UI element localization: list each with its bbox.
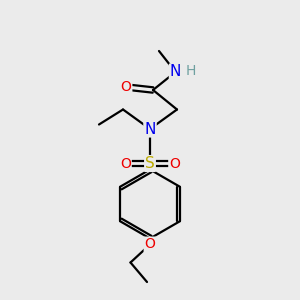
Text: N: N [170, 64, 181, 80]
Text: O: O [145, 238, 155, 251]
Text: O: O [121, 80, 131, 94]
Text: S: S [145, 156, 155, 171]
Text: H: H [186, 64, 196, 77]
Text: N: N [144, 122, 156, 136]
Text: O: O [169, 157, 180, 170]
Text: O: O [120, 157, 131, 170]
